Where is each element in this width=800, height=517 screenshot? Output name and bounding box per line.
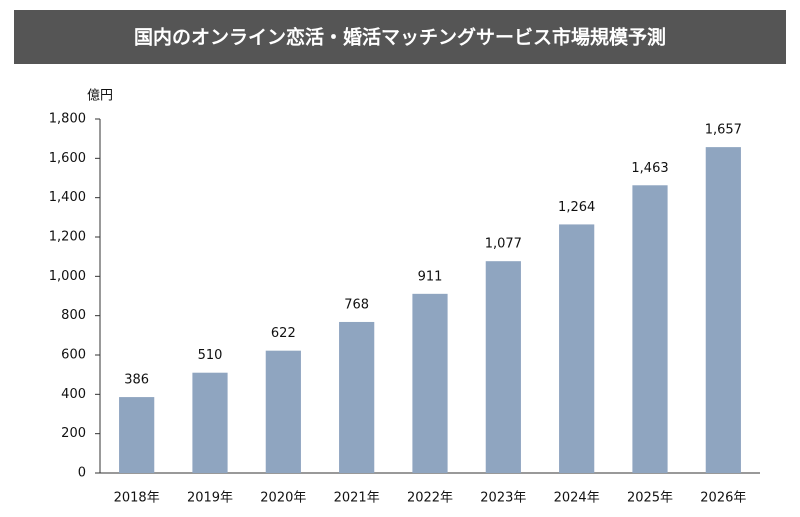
data-label: 768	[344, 297, 369, 312]
y-tick-label: 1,600	[49, 151, 86, 166]
data-label: 386	[124, 373, 149, 388]
data-label: 510	[198, 348, 223, 363]
bar	[339, 321, 375, 473]
data-label: 1,657	[705, 123, 742, 138]
x-tick-label: 2024年	[554, 491, 600, 506]
bar	[192, 372, 228, 473]
data-label: 1,264	[558, 200, 595, 215]
y-tick-label: 800	[61, 308, 86, 323]
bar	[119, 397, 155, 473]
bar	[265, 350, 301, 473]
title-banner	[14, 10, 786, 64]
y-tick-label: 1,000	[49, 269, 86, 284]
x-tick-label: 2025年	[627, 491, 673, 506]
x-tick-label: 2018年	[114, 491, 160, 506]
y-tick-label: 600	[61, 348, 86, 363]
data-label: 911	[418, 269, 443, 284]
bar	[559, 224, 595, 473]
bar	[632, 185, 668, 473]
y-tick-label: 1,200	[49, 230, 86, 245]
x-tick-label: 2019年	[187, 491, 233, 506]
x-tick-label: 2021年	[334, 491, 380, 506]
y-tick-label: 200	[61, 426, 86, 441]
bar	[412, 293, 448, 473]
x-tick-label: 2026年	[700, 491, 746, 506]
bar	[485, 261, 521, 473]
y-axis-label: 億円	[87, 88, 113, 104]
data-label: 1,077	[485, 237, 522, 252]
data-label: 622	[271, 326, 296, 341]
y-tick-label: 1,400	[49, 190, 86, 205]
x-tick-label: 2022年	[407, 491, 453, 506]
chart-title: 国内のオンライン恋活・婚活マッチングサービス市場規模予測	[134, 26, 666, 49]
bar	[705, 147, 741, 473]
y-tick-label: 400	[61, 387, 86, 402]
x-tick-label: 2023年	[480, 491, 526, 506]
y-tick-label: 0	[78, 466, 86, 481]
y-tick-label: 1,800	[49, 112, 86, 127]
x-tick-label: 2020年	[260, 491, 306, 506]
data-label: 1,463	[631, 161, 668, 176]
